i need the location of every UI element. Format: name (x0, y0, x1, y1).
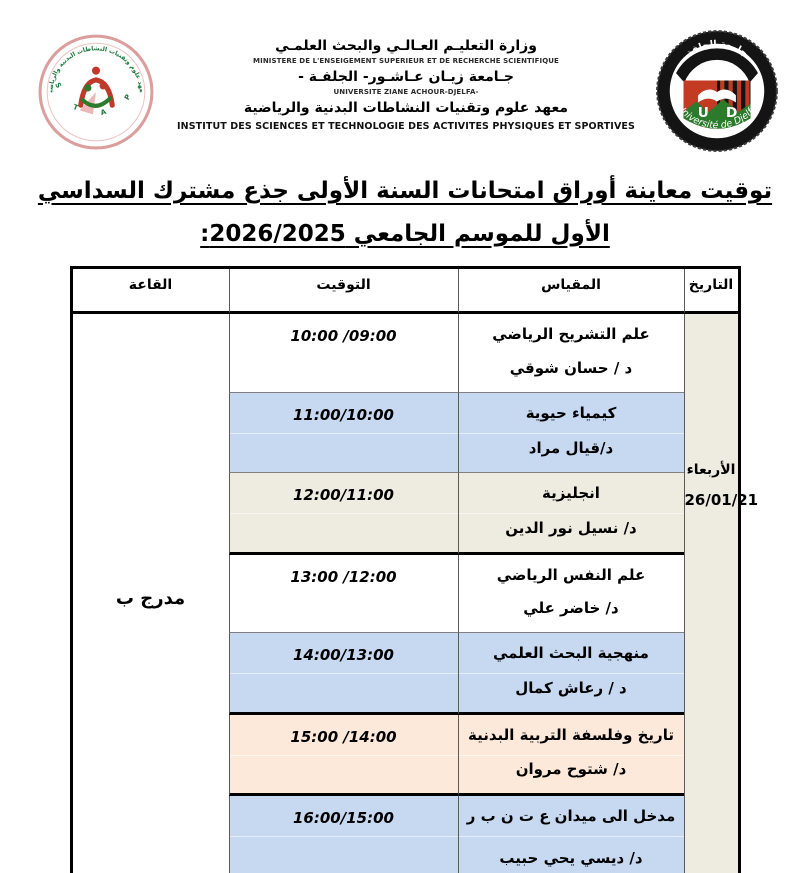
table-row-subject: منهجية البحث العلمي د / رعاش كمال (457, 633, 684, 716)
ministry-name-ar: وزارة التعليـم العـالـي والبحث العلمـي (275, 38, 537, 54)
exam-time: 14:00/13:00 (228, 633, 458, 716)
subject-name: منهجية البحث العلمي (493, 644, 649, 663)
table-row-subject: انجليزية د/ نسيل نور الدين (457, 473, 684, 556)
column-header-date: التاريخ (683, 269, 738, 315)
teacher-name: د/ ديسي يحي حبيب (499, 849, 643, 868)
document-header: معهد علوم وتقنيات النشاطات البدنية والري… (0, 0, 810, 154)
exam-time: 15:00 /14:00 (228, 715, 458, 797)
table-row-subject: علم النفس الرياضي د/ خاضر علي (457, 555, 684, 634)
subject-name: تاريخ وفلسفة التربية البدنية (468, 726, 674, 745)
institute-logo: معهد علوم وتقنيات النشاطات البدنية والري… (30, 28, 162, 152)
teacher-name: د/ نسيل نور الدين (505, 519, 637, 538)
university-djelfa-logo-icon: 1990 U D جامعة الجلفة Université de Djel… (656, 30, 778, 152)
column-header-room: القاعة (72, 269, 229, 315)
subject-name: انجليزية (542, 484, 600, 503)
exam-time: 10:00 /09:00 (228, 314, 458, 394)
table-row-subject: مدخل الى ميدان ع ت ن ب ر د/ ديسي يحي حبي… (457, 796, 684, 873)
teacher-name: د/ شتوح مروان (515, 760, 627, 779)
teacher-name: د/قيال مراد (528, 439, 614, 458)
table-row-subject: تاريخ وفلسفة التربية البدنية د/ شتوح مرو… (457, 715, 684, 797)
column-header-subject: المقياس (457, 269, 684, 315)
exam-time: 16:00/15:00 (228, 796, 458, 873)
letterhead: وزارة التعليـم العـالـي والبحث العلمـي M… (162, 28, 650, 132)
title-line-1: توقيت معاينة أوراق امتحانات السنة الأولى… (37, 178, 773, 204)
table-row-subject: علم التشريح الرياضي د / حسان شوقي (457, 314, 684, 394)
exam-time: 13:00 /12:00 (228, 555, 458, 634)
university-name-ar: جـامعة زيـان عـاشـور- الجلفـة - (298, 68, 514, 85)
university-djelfa-logo: 1990 U D جامعة الجلفة Université de Djel… (650, 28, 784, 154)
exam-timetable: التاريخ المقياس التوقيت القاعة الأربعاء … (69, 266, 759, 873)
date-value: 26/01/21 (684, 491, 759, 510)
logo-year: 1990 (705, 69, 728, 79)
logo-letter-d: D (726, 105, 737, 121)
university-name-fr: UNIVERSITE ZIANE ACHOUR-DJELFA- (333, 88, 479, 97)
date-cell: الأربعاء 26/01/21 (683, 314, 759, 873)
logo-letter-u: U (698, 105, 709, 121)
subject-name: مدخل الى ميدان ع ت ن ب ر (466, 807, 676, 826)
page-title: توقيت معاينة أوراق امتحانات السنة الأولى… (0, 170, 810, 255)
title-line-2: الأول للموسم الجامعي 2026/2025: (200, 220, 610, 247)
exam-time: 11:00/10:00 (228, 393, 458, 474)
institute-name-fr: INSTITUT DES SCIENCES ET TECHNOLOGIE DES… (177, 120, 635, 132)
ministry-name-fr: MINISTERE DE L'ENSEIGEMENT SUPERIEUR ET … (253, 57, 559, 66)
teacher-name: د / رعاش كمال (515, 679, 627, 698)
teacher-name: د/ خاضر علي (523, 599, 619, 618)
room-cell: مدرج ب (72, 314, 229, 873)
date-day: الأربعاء (686, 462, 736, 479)
subject-name: كيمياء حيوية (525, 404, 617, 423)
subject-name: علم التشريح الرياضي (492, 325, 650, 344)
subject-name: علم النفس الرياضي (496, 566, 646, 585)
exam-time: 12:00/11:00 (228, 473, 458, 556)
institute-name-ar: معهد علوم وتقنيات النشاطات البدنية والري… (243, 99, 569, 116)
column-header-time: التوقيت (228, 269, 458, 315)
institute-logo-icon: معهد علوم وتقنيات النشاطات البدنية والري… (35, 28, 154, 150)
table-row-subject: كيمياء حيوية د/قيال مراد (457, 393, 684, 474)
teacher-name: د / حسان شوقي (509, 359, 633, 378)
